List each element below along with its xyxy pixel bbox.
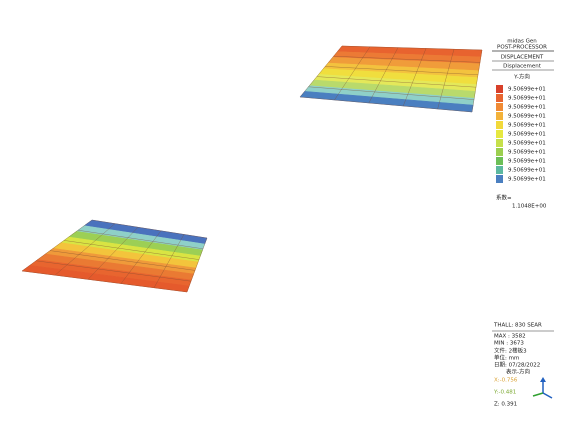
axis-triad (532, 377, 553, 399)
legend-label: 9.50699e+01 (508, 168, 546, 174)
mesh-line (120, 230, 162, 284)
legend-label: 9.50699e+01 (508, 150, 546, 156)
legend-swatch (496, 148, 503, 156)
legend-swatch (496, 175, 503, 183)
factor-value: 1.1048E+00 (512, 204, 547, 210)
mesh-line (471, 49, 483, 113)
model (21, 45, 483, 293)
legend-swatch (496, 166, 503, 174)
legend-swatch (496, 121, 503, 129)
unit: 单位: mm (494, 354, 519, 362)
mesh-line (87, 227, 139, 280)
mesh-line (49, 250, 196, 271)
legend: 9.50699e+01 9.50699e+01 9.50699e+01 9.50699… (496, 85, 546, 183)
mesh-line (299, 45, 343, 98)
legend-swatch (496, 85, 503, 93)
legend-label: 9.50699e+01 (508, 132, 546, 138)
date: 日期: 07/28/2022 (494, 362, 540, 369)
mesh-line (91, 219, 208, 239)
mesh-line (334, 46, 371, 101)
view-x: X:-0.756 (494, 378, 518, 384)
mesh-line (299, 96, 473, 113)
legend-swatch (496, 103, 503, 111)
mesh-line (333, 55, 481, 63)
mesh-line (341, 45, 483, 51)
mesh-line (35, 260, 192, 282)
legend-label: 9.50699e+01 (508, 114, 546, 120)
legend-label: 9.50699e+01 (508, 96, 546, 102)
mesh-line (402, 48, 427, 107)
mesh-line (437, 49, 455, 110)
product: midas Gen (507, 39, 537, 45)
mesh-line (21, 270, 188, 293)
legend-label: 9.50699e+01 (508, 105, 546, 111)
factor-label: 系数= (496, 194, 512, 202)
mesh-line (368, 47, 399, 104)
max: MAX : 3582 (494, 334, 526, 340)
legend-label: 9.50699e+01 (508, 141, 546, 147)
legend-label: 9.50699e+01 (508, 87, 546, 93)
legend-panel: midas Gen POST-PROCESSOR DISPLACEMENT Di… (492, 39, 554, 408)
legend-swatch (496, 130, 503, 138)
result-type: DISPLACEMENT (501, 55, 544, 61)
mesh-line (186, 237, 208, 293)
legend-swatch (496, 94, 503, 102)
direction: Y-方向 (513, 73, 530, 81)
legend-label: 9.50699e+01 (508, 177, 546, 183)
mesh-line (316, 76, 477, 88)
legend-label: 9.50699e+01 (508, 159, 546, 165)
module: POST-PROCESSOR (497, 45, 547, 51)
load-case: THALL: 830 SEAR (493, 323, 542, 329)
mesh-line (77, 229, 204, 250)
mesh-line (308, 86, 475, 100)
legend-label: 9.50699e+01 (508, 123, 546, 129)
view-direction: 表示-方向 (506, 368, 530, 376)
view-z: Z: 0.391 (494, 402, 517, 408)
view-y: Y:-0.481 (493, 390, 516, 396)
file: 文件: 2楼板3 (494, 347, 527, 355)
mesh-line (153, 234, 185, 288)
legend-swatch (496, 157, 503, 165)
legend-swatch (496, 139, 503, 147)
mesh-line (63, 240, 200, 260)
min: MIN : 3673 (494, 341, 524, 347)
result-component: Displacement (503, 64, 542, 70)
mesh-line (54, 223, 116, 276)
mesh-line (21, 219, 93, 272)
mesh-line (325, 66, 479, 76)
legend-swatch (496, 112, 503, 120)
